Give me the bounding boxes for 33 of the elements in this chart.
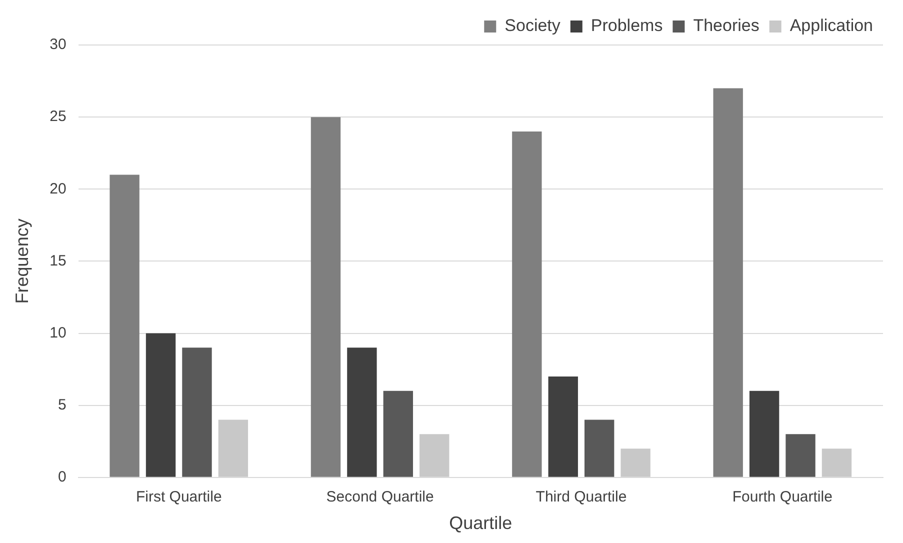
x-tick-label: Fourth Quartile [732, 488, 832, 506]
bar [822, 448, 852, 477]
x-tick-label: First Quartile [136, 488, 222, 506]
x-axis-title: Quartile [449, 513, 512, 534]
y-tick-label: 20 [50, 180, 66, 198]
bar [146, 333, 176, 477]
bar [620, 448, 650, 477]
bar [310, 117, 341, 477]
y-tick-label: 5 [58, 396, 66, 414]
bar [182, 348, 212, 477]
x-tick-label: Second Quartile [326, 488, 434, 506]
legend-label: Application [790, 16, 874, 36]
y-tick-label: 15 [50, 252, 66, 270]
bar [786, 434, 816, 477]
x-tick-label: Third Quartile [536, 488, 627, 506]
bar [548, 376, 578, 477]
bar [512, 131, 542, 477]
bar [383, 390, 414, 477]
y-tick-label: 30 [50, 36, 66, 54]
bar [584, 420, 614, 477]
bar [218, 420, 248, 477]
y-tick-label: 25 [50, 108, 66, 126]
y-tick-label: 10 [50, 324, 66, 342]
bar [713, 88, 743, 477]
legend-label: Society [504, 16, 561, 36]
y-tick-label: 0 [58, 468, 66, 486]
bar [347, 348, 377, 477]
legend-label: Problems [590, 16, 663, 36]
bar [110, 174, 140, 477]
y-axis-title: Frequency [12, 218, 32, 304]
bar [749, 390, 780, 477]
legend-label: Theories [693, 16, 760, 36]
bar [420, 434, 450, 477]
